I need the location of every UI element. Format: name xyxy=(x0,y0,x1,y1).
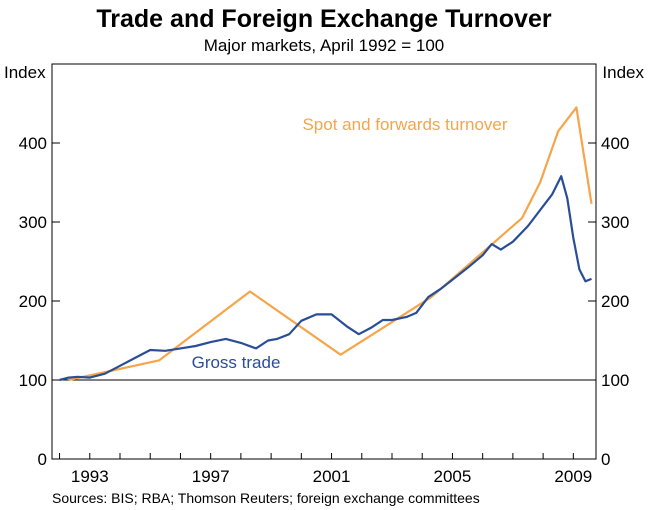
x-tick-label-2005: 2005 xyxy=(434,467,472,486)
left-axis-label: Index xyxy=(4,63,46,82)
y-tick-label-right-300: 300 xyxy=(601,213,629,232)
x-tick-label-1993: 1993 xyxy=(71,467,109,486)
y-tick-label-right-0: 0 xyxy=(601,450,610,469)
y-tick-label-right-400: 400 xyxy=(601,134,629,153)
chart-title: Trade and Foreign Exchange Turnover xyxy=(96,5,551,33)
gross-trade-line xyxy=(59,175,592,382)
series-group xyxy=(52,106,596,382)
y-tick-label-left-200: 200 xyxy=(19,292,47,311)
plot-frame xyxy=(51,63,597,460)
spot-forwards-line xyxy=(68,106,593,382)
y-tick-label-right-200: 200 xyxy=(601,292,629,311)
y-tick-label-left-400: 400 xyxy=(19,134,47,153)
y-tick-label-left-0: 0 xyxy=(38,450,47,469)
y-tick-label-left-300: 300 xyxy=(19,213,47,232)
labels-group: Spot and forwards turnover Gross trade xyxy=(192,115,508,372)
y-tick-label-right-100: 100 xyxy=(601,371,629,390)
source-note: Sources: BIS; RBA; Thomson Reuters; fore… xyxy=(52,490,480,506)
spot-forwards-label: Spot and forwards turnover xyxy=(302,115,507,134)
ticks-group: 0 0 100 100 200 200 300 300 400 400 1993 1997 2001 20… xyxy=(19,134,630,486)
chart-subtitle: Major markets, April 1992 = 100 xyxy=(204,36,444,55)
x-tick-label-1997: 1997 xyxy=(192,467,230,486)
x-tick-label-2009: 2009 xyxy=(554,467,592,486)
gross-trade-label: Gross trade xyxy=(192,353,281,372)
x-tick-label-2001: 2001 xyxy=(313,467,351,486)
y-tick-label-left-100: 100 xyxy=(19,371,47,390)
right-axis-label: Index xyxy=(602,63,644,82)
